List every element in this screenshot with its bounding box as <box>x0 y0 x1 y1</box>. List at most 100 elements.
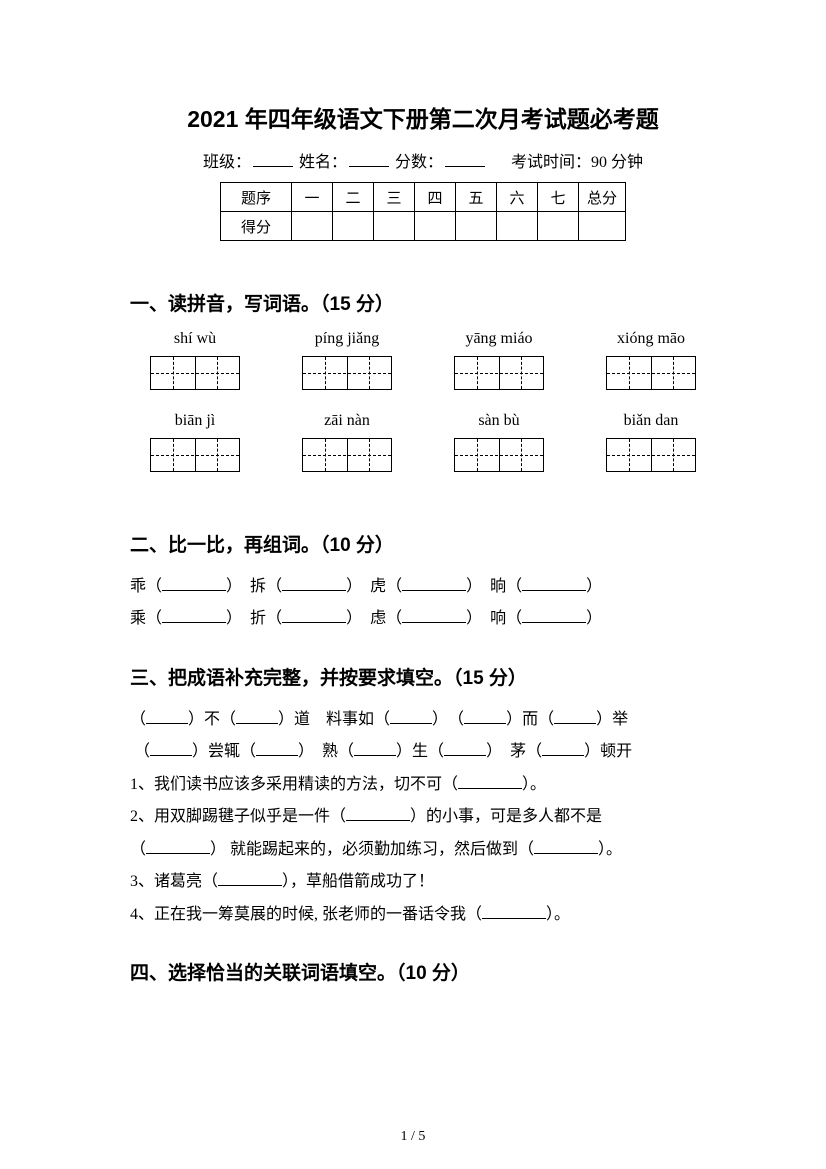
cell: 三 <box>374 183 415 212</box>
blank <box>554 723 596 724</box>
cell: 二 <box>333 183 374 212</box>
blank <box>146 853 210 854</box>
cell <box>497 212 538 241</box>
t: ）而（ <box>506 711 554 728</box>
time-label: 考试时间：90 分钟 <box>511 154 643 171</box>
char-box <box>302 356 392 390</box>
compare-row-1: 乖（） 拆（） 虎（） 晌（） <box>130 571 716 603</box>
t: （ <box>130 841 146 858</box>
blank <box>522 590 586 591</box>
pinyin-label: zāi nàn <box>282 412 412 432</box>
char-box <box>454 438 544 472</box>
t: ）顿开 <box>584 743 632 760</box>
t: ）道 料事如（ <box>278 711 390 728</box>
t: ），草船借箭成功了！ <box>282 873 434 890</box>
q2a: 2、用双脚踢毽子似乎是一件（ ）的小事，可是多人都不是 <box>130 802 716 832</box>
blank <box>458 788 522 789</box>
char-box <box>606 356 696 390</box>
blank <box>236 723 278 724</box>
char: 乖 <box>130 578 146 595</box>
t: ） 熟（ <box>298 743 354 760</box>
t: 2、用双脚踢毽子似乎是一件（ <box>130 808 346 825</box>
idiom-line-2: （）尝辄（） 熟（）生（） 茅（）顿开 <box>130 736 716 768</box>
blank <box>444 755 486 756</box>
blank <box>534 853 598 854</box>
cell: 六 <box>497 183 538 212</box>
char-box <box>150 438 240 472</box>
char: 虎 <box>370 578 386 595</box>
t: ）不（ <box>188 711 236 728</box>
pinyin-grid: shí wù píng jiǎng yāng miáo xióng māo bi… <box>130 330 716 494</box>
blank <box>162 590 226 591</box>
blank <box>346 820 410 821</box>
table-row: 得分 <box>220 212 625 241</box>
compare-row-2: 乘（） 折（） 虑（） 响（） <box>130 603 716 635</box>
t: （ <box>130 711 146 728</box>
blank <box>282 590 346 591</box>
char: 折 <box>250 610 266 627</box>
cell <box>579 212 626 241</box>
t: ） （ <box>432 711 464 728</box>
cell: 一 <box>292 183 333 212</box>
char-box <box>302 438 392 472</box>
section-3-heading: 三、把成语补充完整，并按要求填空。（15 分） <box>130 663 716 690</box>
pinyin-item: shí wù <box>130 330 260 390</box>
char-box <box>454 356 544 390</box>
blank <box>402 622 466 623</box>
blank <box>282 622 346 623</box>
pinyin-label: shí wù <box>130 330 260 350</box>
pinyin-item: biān jì <box>130 412 260 472</box>
blank <box>146 723 188 724</box>
q2b: （ ） 就能踢起来的，必须勤加练习，然后做到（ ）。 <box>130 835 716 865</box>
cell <box>456 212 497 241</box>
cell: 七 <box>538 183 579 212</box>
blank <box>482 918 546 919</box>
blank <box>218 885 282 886</box>
pinyin-label: xióng māo <box>586 330 716 350</box>
page-number: 1 / 5 <box>0 1129 826 1145</box>
t: ） 就能踢起来的，必须勤加练习，然后做到（ <box>210 841 534 858</box>
blank <box>522 622 586 623</box>
cell <box>292 212 333 241</box>
blank <box>354 755 396 756</box>
char-box <box>606 438 696 472</box>
t: ）尝辄（ <box>192 743 256 760</box>
section-1-heading: 一、读拼音，写词语。（15 分） <box>130 289 716 316</box>
pinyin-item: zāi nàn <box>282 412 412 472</box>
pinyin-item: píng jiǎng <box>282 330 412 390</box>
cell: 五 <box>456 183 497 212</box>
q1: 1、我们读书应该多采用精读的方法，切不可（ ）。 <box>130 770 716 800</box>
t: ） 茅（ <box>486 743 542 760</box>
section-2-heading: 二、比一比，再组词。（10 分） <box>130 530 716 557</box>
t: （ <box>134 743 150 760</box>
table-row: 题序 一 二 三 四 五 六 七 总分 <box>220 183 625 212</box>
t: 1、我们读书应该多采用精读的方法，切不可（ <box>130 776 458 793</box>
page: 2021 年四年级语文下册第二次月考试题必考题 班级： 姓名： 分数： 考试时间… <box>0 0 826 1169</box>
t: ）举 <box>596 711 628 728</box>
blank <box>402 590 466 591</box>
char: 晌 <box>490 578 506 595</box>
cell <box>538 212 579 241</box>
char: 乘 <box>130 610 146 627</box>
blank <box>542 755 584 756</box>
pinyin-label: biǎn dan <box>586 412 716 432</box>
t: ）。 <box>522 776 546 793</box>
score-blank <box>445 166 485 167</box>
t: ）。 <box>598 841 622 858</box>
t: 4、正在我一筹莫展的时候, 张老师的一番话令我（ <box>130 906 482 923</box>
score-label: 分数： <box>395 154 443 171</box>
t: ）的小事，可是多人都不是 <box>410 808 602 825</box>
blank <box>150 755 192 756</box>
blank <box>390 723 432 724</box>
info-line: 班级： 姓名： 分数： 考试时间：90 分钟 <box>130 148 716 172</box>
cell <box>415 212 456 241</box>
char-box <box>150 356 240 390</box>
pinyin-item: yāng miáo <box>434 330 564 390</box>
q4: 4、正在我一筹莫展的时候, 张老师的一番话令我（ ）。 <box>130 900 716 930</box>
blank <box>256 755 298 756</box>
t: ）。 <box>546 906 570 923</box>
cell: 得分 <box>220 212 291 241</box>
section-4-heading: 四、选择恰当的关联词语填空。（10 分） <box>130 958 716 985</box>
name-blank <box>349 166 389 167</box>
idiom-line-1: （ ）不（ ）道 料事如（ ） （ ）而（ ）举 <box>130 704 716 736</box>
